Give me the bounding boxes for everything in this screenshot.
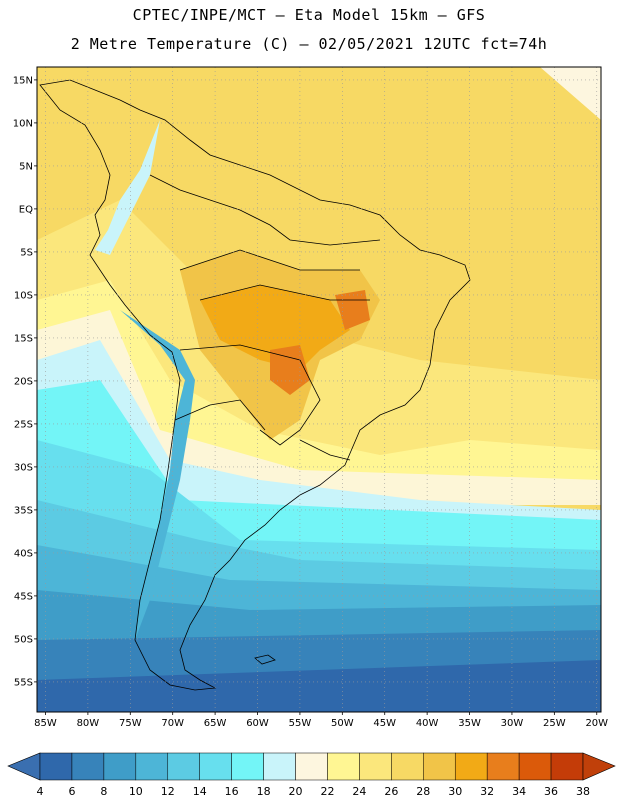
longitude-tick-label: 60W [246, 718, 269, 729]
latitude-tick-label: 35S [14, 505, 33, 516]
colorbar-cell [295, 752, 328, 781]
colorbar-label: 18 [257, 785, 271, 798]
colorbar-cell [454, 752, 488, 781]
colorbar-label: 38 [576, 785, 590, 798]
colorbar-label: 28 [416, 785, 430, 798]
longitude-tick-label: 45W [373, 718, 396, 729]
latitude-tick-label: 10N [13, 118, 33, 129]
colorbar-label: 16 [225, 785, 239, 798]
longitude-tick-label: 80W [77, 718, 100, 729]
map-title-line-1: CPTEC/INPE/MCT – Eta Model 15km – GFS [132, 6, 486, 24]
colorbar: 4 6 8 10 12 14 16 18 20 22 24 26 28 30 32 34 36 38 [7, 752, 616, 798]
colorbar-label: 34 [512, 785, 526, 798]
temperature-field [37, 67, 601, 712]
colorbar-label: 20 [289, 785, 303, 798]
latitude-tick-label: EQ [19, 204, 33, 215]
longitude-tick-label: 35W [458, 718, 481, 729]
colorbar-cell [135, 752, 169, 781]
colorbar-label: 32 [480, 785, 494, 798]
colorbar-cell [327, 752, 360, 781]
colorbar-cell [167, 752, 200, 781]
colorbar-cell [103, 752, 137, 781]
colorbar-over-arrow [582, 752, 616, 781]
longitude-tick-label: 25W [543, 718, 566, 729]
colorbar-cell [486, 752, 520, 781]
latitude-tick-label: 30S [14, 462, 33, 473]
latitude-tick-label: 55S [14, 677, 33, 688]
longitude-tick-label: 75W [119, 718, 142, 729]
colorbar-label: 10 [129, 785, 143, 798]
colorbar-cell [391, 752, 424, 781]
map-frame [36, 66, 602, 713]
colorbar-label: 22 [320, 785, 334, 798]
latitude-tick-label: 25S [14, 419, 33, 430]
longitude-tick-label: 70W [161, 718, 184, 729]
colorbar-label: 4 [37, 785, 44, 798]
latitude-tick-label: 20S [14, 376, 33, 387]
colorbar-label: 12 [161, 785, 175, 798]
colorbar-cell [39, 752, 73, 781]
colorbar-cell [423, 752, 456, 781]
colorbar-label: 14 [193, 785, 207, 798]
latitude-tick-label: 15N [13, 75, 33, 86]
latitude-tick-label: 5S [20, 247, 33, 258]
longitude-tick-label: 30W [501, 718, 524, 729]
colorbar-cell [359, 752, 392, 781]
longitude-tick-label: 50W [331, 718, 354, 729]
colorbar-cell [550, 752, 584, 781]
latitude-tick-label: 15S [14, 333, 33, 344]
longitude-tick-label: 55W [289, 718, 312, 729]
longitude-tick-label: 65W [204, 718, 227, 729]
colorbar-label: 30 [448, 785, 462, 798]
latitude-labels: 15N 10N 5N EQ 5S 10S 15S 20S 25S 30S 35S 40S 45S 50S 5… [13, 75, 37, 688]
colorbar-label: 24 [352, 785, 366, 798]
colorbar-cell [518, 752, 552, 781]
latitude-tick-label: 40S [14, 548, 33, 559]
colorbar-label: 26 [384, 785, 398, 798]
colorbar-under-arrow [7, 752, 41, 781]
latitude-tick-label: 45S [14, 591, 33, 602]
map-title-line-2: 2 Metre Temperature (C) – 02/05/2021 12U… [70, 35, 548, 53]
longitude-tick-label: 85W [34, 718, 57, 729]
colorbar-cell [231, 752, 264, 781]
longitude-labels: 85W 80W 75W 70W 65W 60W 55W 50W 45W 40W 35W 30W 25W 2… [34, 712, 608, 729]
coastlines [39, 79, 471, 691]
latitude-tick-label: 5N [19, 161, 33, 172]
colorbar-label: 6 [68, 785, 75, 798]
longitude-tick-label: 40W [416, 718, 439, 729]
latitude-tick-label: 10S [14, 290, 33, 301]
colorbar-cell [71, 752, 105, 781]
longitude-tick-label: 20W [585, 718, 608, 729]
colorbar-cell [199, 752, 232, 781]
colorbar-label: 8 [100, 785, 107, 798]
latitude-tick-label: 50S [14, 634, 33, 645]
colorbar-cell [263, 752, 296, 781]
colorbar-label: 36 [544, 785, 558, 798]
